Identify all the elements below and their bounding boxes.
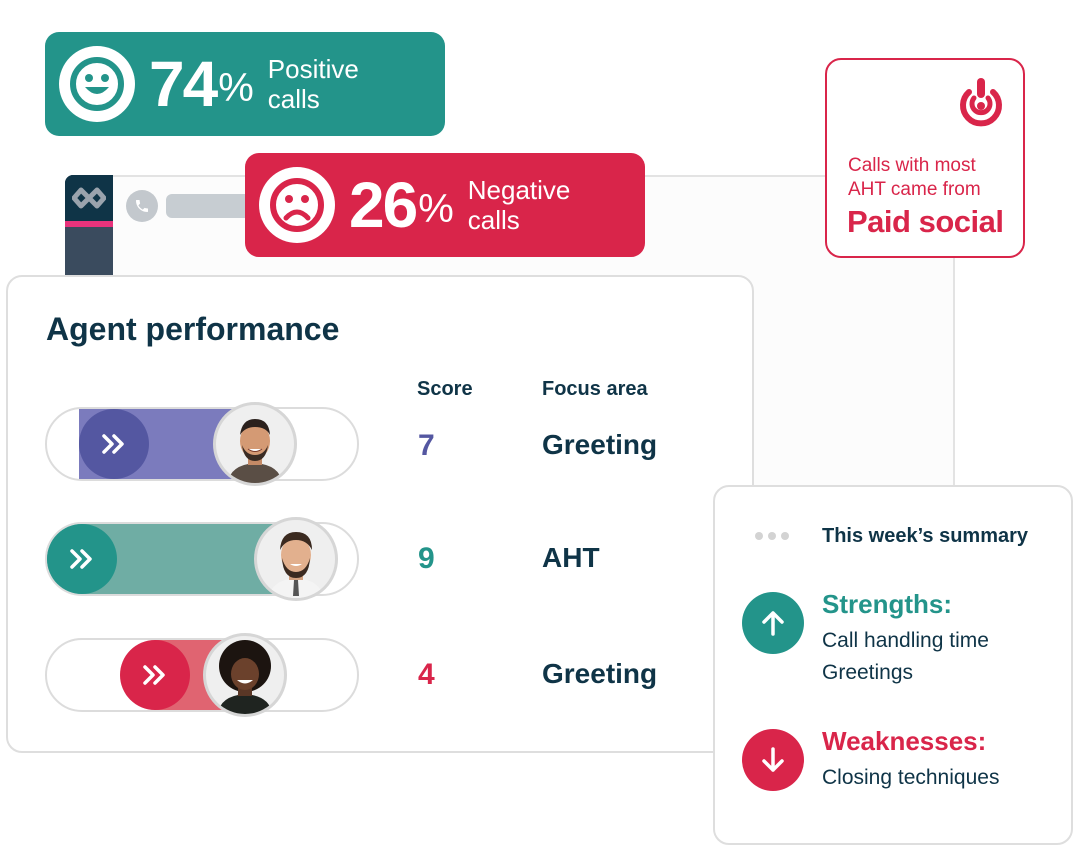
source-value: Paid social [847,204,1004,239]
fast-forward-icon[interactable] [120,640,190,710]
caption-line: Calls with most [848,155,976,176]
agent-avatar [203,633,287,717]
agent-score: 9 [418,542,435,575]
arrow-up-icon [742,592,804,654]
card-title: Agent performance [46,311,340,347]
negative-label: Negative calls [468,175,571,235]
label-line: calls [467,205,520,235]
agent-score-slider[interactable] [45,517,359,601]
weaknesses-heading: Weaknesses: [822,726,987,756]
agent-score-slider[interactable] [45,402,359,486]
fast-forward-icon[interactable] [47,524,117,594]
agent-focus-area: Greeting [542,658,658,689]
label-line: Negative [467,175,571,205]
arrow-down-icon [742,729,804,791]
phone-icon[interactable] [126,190,158,222]
smiley-face-icon [59,46,135,122]
weekly-summary-card: This week’s summary Strengths: Call hand… [713,485,1073,845]
agent-focus-area: Greeting [542,429,658,460]
agent-score: 7 [418,429,435,462]
agent-score: 4 [418,658,435,691]
target-alert-icon [957,76,1005,133]
agent-score-slider[interactable] [45,633,359,717]
agent-avatar [213,402,297,486]
sad-face-icon [259,167,335,243]
negative-calls-badge: 26 % Negative calls [245,153,645,257]
summary-title: This week’s summary [822,525,1029,547]
agent-performance-card: Agent performance Score Focus area 7 Gre… [6,275,754,753]
placeholder-bar [166,194,256,218]
agent-avatar [254,517,338,601]
score-column-header: Score [417,378,473,400]
sidebar-accent-bar [65,221,113,227]
strength-item: Greetings [822,661,914,684]
positive-calls-badge: 74 % Positive calls [45,32,445,136]
infinity-logo-icon [72,187,106,209]
percent-sign: % [418,187,454,231]
positive-label: Positive calls [268,54,359,114]
app-logo [65,175,113,221]
strength-item: Call handling time [822,629,989,652]
top-aht-source-card: Calls with most AHT came from Paid socia… [825,58,1025,258]
percent-sign: % [218,66,254,110]
fast-forward-icon[interactable] [79,409,149,479]
focus-column-header: Focus area [542,378,648,400]
negative-percentage: 26 [349,169,418,241]
label-line: Positive [267,54,359,84]
source-caption: Calls with most AHT came from [848,154,981,202]
strengths-heading: Strengths: [822,589,952,619]
label-line: calls [267,84,320,114]
weakness-item: Closing techniques [822,766,1000,789]
caption-line: AHT came from [848,179,981,200]
positive-percentage: 74 [149,48,218,120]
app-sidebar [65,175,113,285]
agent-focus-area: AHT [542,542,600,573]
more-options-icon[interactable] [755,532,789,540]
